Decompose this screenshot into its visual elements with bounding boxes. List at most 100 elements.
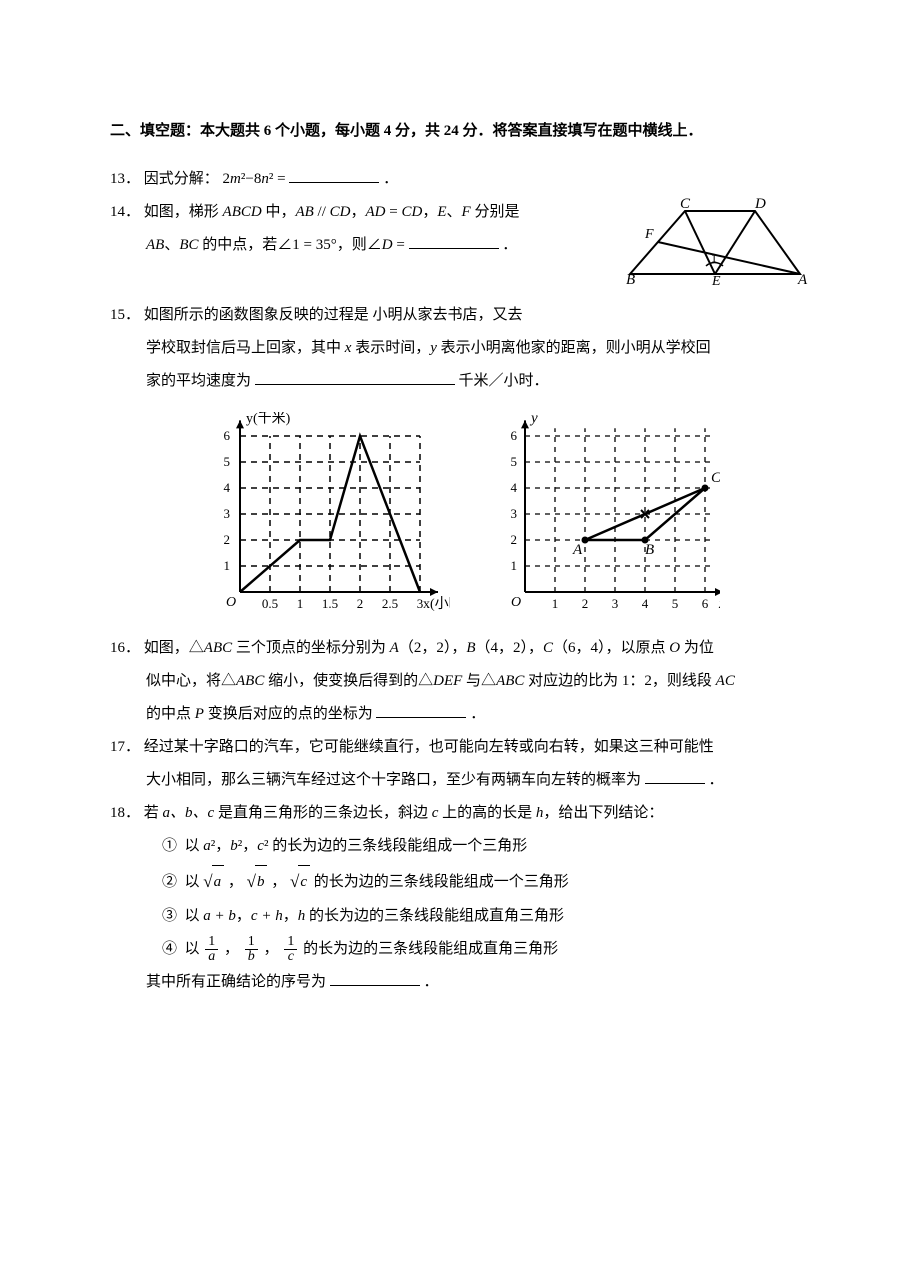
t: ， — [264, 941, 279, 957]
den: a — [205, 950, 218, 965]
question-17-line2: 大小相同，那么三辆汽车经过这个十字路口，至少有两辆车向左转的概率为 ． — [110, 764, 810, 797]
t: ²， — [238, 838, 258, 854]
q13-blank[interactable] — [289, 166, 379, 184]
t: 上的高的长是 — [438, 805, 536, 821]
q18-opt1: ① 以 a²，b²，c² 的长为边的三条线段能组成一个三角形 — [110, 830, 810, 863]
t: BC — [179, 237, 198, 253]
q17-num: 17． — [110, 739, 140, 755]
t: ， — [422, 204, 437, 220]
t: ， — [224, 941, 239, 957]
t: 变换后对应的点的坐标为 — [204, 706, 373, 722]
svg-text:O: O — [226, 595, 236, 610]
question-17-line1: 17． 经过某十字路口的汽车，它可能继续直行，也可能向左转或向右转，如果这三种可… — [110, 731, 810, 764]
question-16-line1: 16． 如图，△ABC 三个顶点的坐标分别为 A（2，2），B（4，2），C（6… — [110, 632, 810, 665]
svg-text:3: 3 — [511, 506, 518, 521]
q18-tail: 其中所有正确结论的序号为 ． — [110, 966, 810, 999]
t: 缩小，使变换后得到的△ — [264, 673, 433, 689]
t: 经过某十字路口的汽车，它可能继续直行，也可能向左转或向右转，如果这三种可能性 — [144, 739, 714, 755]
svg-text:2: 2 — [511, 532, 518, 547]
label-C: C — [680, 196, 691, 212]
question-16-line2: 似中心，将△ABC 缩小，使变换后得到的△DEF 与△ABC 对应边的比为 1：… — [110, 665, 810, 698]
t: P — [195, 706, 204, 722]
sqrt-c: c — [298, 865, 310, 899]
t: a、b、c — [163, 805, 215, 821]
t: 表示时间， — [351, 340, 430, 356]
t: 分别是 — [471, 204, 520, 220]
sqrt-a: a — [212, 865, 225, 899]
t: 如图所示的函数图象反映的过程是 小明从家去书店，又去 — [144, 307, 523, 323]
t: ABC — [496, 673, 524, 689]
q16-blank[interactable] — [376, 701, 466, 719]
label-A: A — [797, 272, 808, 286]
t: 若 — [144, 805, 163, 821]
t: 如图，梯形 — [144, 204, 223, 220]
q16-num: 16． — [110, 640, 140, 656]
t: CD — [330, 204, 351, 220]
t: 的中点，若∠1 = 35°，则∠ — [199, 237, 382, 253]
t: 表示小明离他家的距离，则小明从学校回 — [437, 340, 711, 356]
svg-text:y(千米): y(千米) — [246, 412, 291, 426]
t: 为位 — [680, 640, 714, 656]
t: 的长为边的三条线段能组成直角三角形 — [303, 941, 558, 957]
q18-opt2: ② 以 √a ， √b ， √c 的长为边的三条线段能组成一个三角形 — [110, 863, 810, 900]
t: （2，2）， — [399, 640, 467, 656]
t: 以 — [185, 941, 204, 957]
svg-text:x(小时): x(小时) — [423, 596, 450, 612]
question-13: 13． 因式分解： 2m²−8n² = ． — [110, 163, 810, 196]
expr-2: 2 — [223, 171, 231, 187]
t: b — [230, 838, 238, 854]
t: C — [543, 640, 553, 656]
t: B — [466, 640, 475, 656]
q13-num: 13． — [110, 171, 140, 187]
t: ABCD — [223, 204, 262, 220]
svg-text:6: 6 — [224, 428, 231, 443]
t: ，给出下列结论： — [543, 805, 663, 821]
t: 以 — [185, 874, 204, 890]
svg-text:1: 1 — [224, 558, 231, 573]
question-15-line1: 15． 如图所示的函数图象反映的过程是 小明从家去书店，又去 — [110, 299, 810, 332]
svg-text:5: 5 — [511, 454, 518, 469]
t: 家的平均速度为 — [146, 373, 251, 389]
sqrt-b: b — [255, 865, 268, 899]
svg-text:1.5: 1.5 — [322, 596, 338, 611]
q13-period: ． — [383, 171, 398, 187]
q15-chart-left: 0.511.522.53123456Oy(千米)x(小时) — [200, 412, 450, 622]
svg-text:2: 2 — [357, 596, 364, 611]
q18-blank[interactable] — [330, 969, 420, 987]
t: ， — [350, 204, 365, 220]
q15-blank[interactable] — [255, 368, 455, 386]
t: 对应边的比为 1：2，则线段 — [524, 673, 715, 689]
svg-text:y: y — [529, 412, 538, 426]
t: ABC — [204, 640, 232, 656]
t: ． — [709, 772, 724, 788]
svg-text:6: 6 — [702, 596, 709, 611]
expr-n: n — [261, 171, 269, 187]
t: c — [257, 838, 264, 854]
svg-text:x: x — [718, 596, 720, 612]
expr-mid: ²−8 — [241, 171, 261, 187]
svg-text:1: 1 — [511, 558, 518, 573]
circ-2: ② — [162, 874, 177, 890]
t: ABC — [236, 673, 264, 689]
t: 似中心，将△ — [146, 673, 236, 689]
q13-expr: 2m²−8n² = — [223, 171, 290, 187]
t: AD — [366, 204, 386, 220]
label-F: F — [644, 227, 654, 242]
q14-figure: B C D A E F 1 — [620, 196, 810, 299]
t: 的中点 — [146, 706, 195, 722]
num: 1 — [245, 935, 258, 951]
t: （6，4），以原点 — [553, 640, 669, 656]
q17-blank[interactable] — [645, 767, 705, 785]
svg-text:6: 6 — [511, 428, 518, 443]
svg-text:4: 4 — [511, 480, 518, 495]
t: 千米／小时． — [459, 373, 549, 389]
t: = — [393, 237, 405, 253]
den: c — [284, 950, 297, 965]
t: ． — [502, 237, 517, 253]
svg-text:4: 4 — [224, 480, 231, 495]
label-D: D — [754, 196, 766, 212]
t: 与△ — [462, 673, 496, 689]
q14-blank[interactable] — [409, 232, 499, 250]
t: 如图，△ — [144, 640, 204, 656]
svg-text:A: A — [572, 542, 583, 558]
